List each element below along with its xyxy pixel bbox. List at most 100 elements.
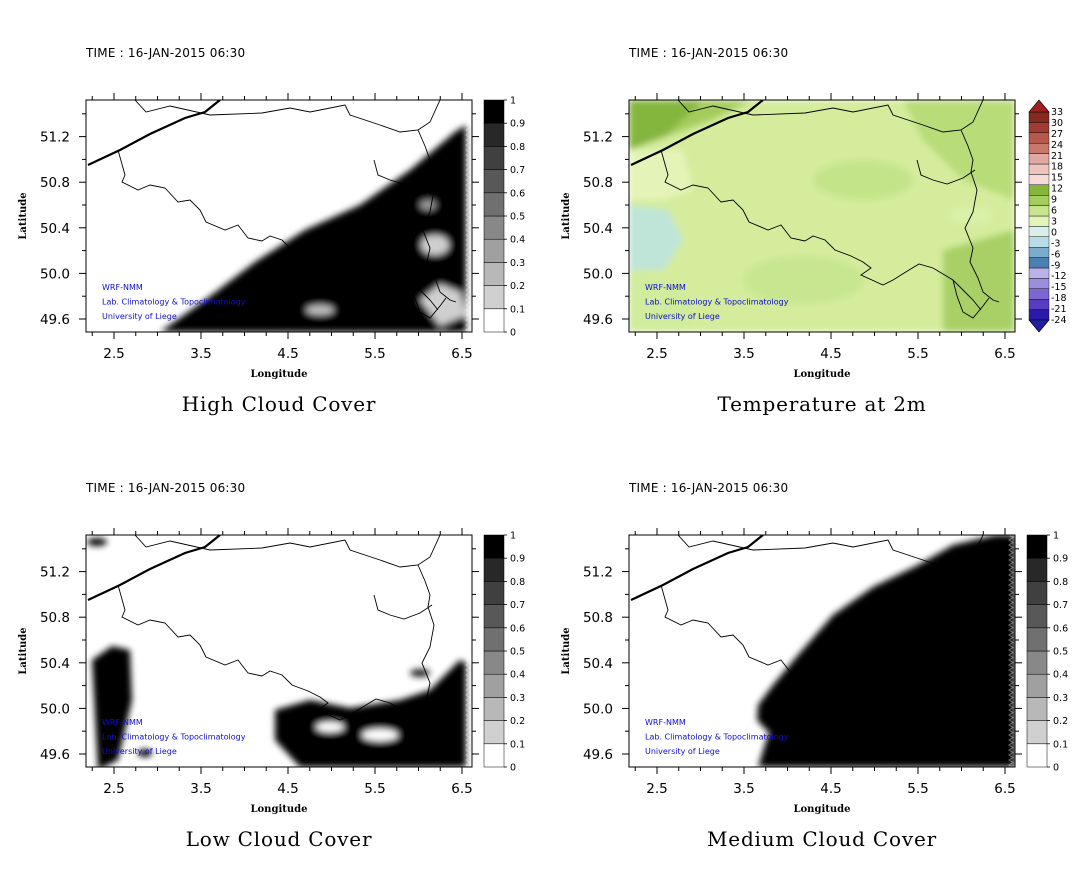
colorbar-label: 0.3 <box>510 693 525 704</box>
x-tick-label: 6.5 <box>994 346 1015 362</box>
plot-title: Medium Cloud Cover <box>707 827 937 851</box>
x-tick-label: 5.5 <box>364 781 385 797</box>
y-tick-label: 51.2 <box>40 130 70 146</box>
country-border <box>660 584 806 677</box>
y-tick-label: 50.4 <box>40 656 70 672</box>
y-tick-label: 51.2 <box>583 565 613 581</box>
colorbar-segment <box>1026 697 1048 721</box>
colorbar-label: 27 <box>1051 129 1063 140</box>
coastline <box>630 100 764 166</box>
x-tick-label: 3.5 <box>190 346 211 362</box>
map-figure: 2.5 3.5 4.5 5.5 6.5 49.6 50.0 50.4 50.8 51.2 Longi… <box>561 93 1067 380</box>
colorbar-segment <box>483 122 505 147</box>
clear-gap <box>316 722 344 732</box>
y-tick-label: 50.4 <box>583 221 613 237</box>
y-tick-label: 50.8 <box>40 175 70 191</box>
y-axis-label: Latitude <box>18 192 29 239</box>
colorbar: 0 0.1 0.2 0.3 0.4 0.5 0.6 0.7 0.8 0.9 1 <box>483 531 525 774</box>
x-tick-label: 4.5 <box>820 346 841 362</box>
region-border <box>373 159 433 185</box>
credit-block: WRF-NMM Lab. Climatology & Topoclimatolog… <box>102 283 246 321</box>
colorbar: -24-21-18-15-12-9-6-30369121518212427303… <box>1028 99 1067 333</box>
colorbar-segment <box>483 557 505 582</box>
field-layer <box>87 535 471 767</box>
map-frame <box>628 534 1016 768</box>
time-label: TIME : 16-JAN-2015 06:30 <box>86 481 246 495</box>
colorbar-segment <box>1026 604 1048 629</box>
country-border <box>960 564 1000 738</box>
colorbar-label: -15 <box>1051 282 1067 293</box>
colorbar-label: 0.9 <box>1053 554 1068 565</box>
x-tick-label: 4.5 <box>277 346 298 362</box>
y-tick-label: 49.6 <box>583 312 613 328</box>
colorbar-segment <box>1028 174 1050 185</box>
colorbar-label: -6 <box>1051 249 1060 260</box>
field-layer <box>160 100 471 332</box>
y-tick-label: 49.6 <box>40 747 70 763</box>
boundaries <box>630 535 1000 754</box>
y-tick-label: 50.0 <box>583 701 613 717</box>
colorbar-label: 0.2 <box>1053 716 1068 727</box>
y-axis-label: Latitude <box>18 627 29 674</box>
cloud-mass <box>160 125 466 332</box>
colorbar-segment <box>483 697 505 721</box>
colorbar-segment <box>1028 278 1050 289</box>
y-tick-label: 50.0 <box>583 266 613 282</box>
y-axis-label: Latitude <box>561 627 572 674</box>
country-border <box>660 149 806 242</box>
country-border <box>804 670 982 746</box>
y-tick-label: 49.6 <box>583 747 613 763</box>
colorbar-segment <box>1028 267 1050 279</box>
plot-title: Temperature at 2m <box>717 392 927 416</box>
cloud-patch <box>138 749 152 757</box>
colorbar-segment <box>1028 288 1050 300</box>
colorbar-segment <box>483 146 505 170</box>
credit-line: WRF-NMM <box>102 283 143 292</box>
colorbar-label: 1 <box>1053 531 1059 542</box>
x-tick-label: 2.5 <box>646 781 667 797</box>
credit-line: Lab. Climatology & Topoclimatology <box>102 298 246 307</box>
colorbar-segment <box>483 534 505 559</box>
region-border <box>916 159 976 185</box>
panel-high-cloud-cover: TIME : 16-JAN-2015 06:30 2.5 3.5 4.5 5.5 6.5… <box>0 0 543 434</box>
colorbar-segment <box>483 673 505 698</box>
x-tick-label: 4.5 <box>820 781 841 797</box>
colorbar-segment <box>483 650 505 675</box>
cloud-mass <box>757 535 1015 767</box>
x-tick-label: 6.5 <box>451 346 472 362</box>
country-border <box>134 100 441 133</box>
colorbar-label: 0 <box>1051 227 1057 238</box>
boundaries <box>630 100 1000 319</box>
time-label: TIME : 16-JAN-2015 06:30 <box>86 46 246 60</box>
colorbar-segment <box>1028 194 1050 206</box>
colorbar-segment <box>1028 142 1050 154</box>
cool-zone <box>629 270 693 332</box>
credit-line: University of Liege <box>645 747 720 756</box>
map-frame <box>628 99 1016 333</box>
region-border <box>916 594 976 620</box>
colorbar-label: 6 <box>1051 206 1057 217</box>
colorbar-label: 0.1 <box>510 304 525 315</box>
x-axis-label: Longitude <box>793 369 850 380</box>
country-border <box>952 279 990 319</box>
colorbar-segment <box>1028 226 1050 237</box>
colorbar-label: 0.6 <box>1053 623 1068 634</box>
credit-line: WRF-NMM <box>102 718 143 727</box>
credit-block: WRF-NMM Lab. Climatology & Topoclimatolog… <box>645 718 789 756</box>
colorbar-label: 33 <box>1051 107 1063 118</box>
x-tick-label: 2.5 <box>103 781 124 797</box>
colorbar-segment <box>1026 557 1048 582</box>
plot-title: High Cloud Cover <box>181 392 377 416</box>
colorbar-label: -24 <box>1051 315 1067 326</box>
credit-line: University of Liege <box>102 312 177 321</box>
y-tick-label: 49.6 <box>40 312 70 328</box>
colorbar-segment <box>1028 122 1050 134</box>
axes: 2.5 3.5 4.5 5.5 6.5 49.6 50.0 50.4 50.8 51.2 Longi… <box>18 93 479 380</box>
time-label: TIME : 16-JAN-2015 06:30 <box>629 46 789 60</box>
credit-block: WRF-NMM Lab. Climatology & Topoclimatolog… <box>645 283 789 321</box>
x-axis-label: Longitude <box>793 804 850 815</box>
coastline <box>87 100 221 166</box>
colorbar-label: 0.7 <box>510 165 525 176</box>
colorbar-segment <box>483 308 505 333</box>
country-border <box>804 235 982 311</box>
